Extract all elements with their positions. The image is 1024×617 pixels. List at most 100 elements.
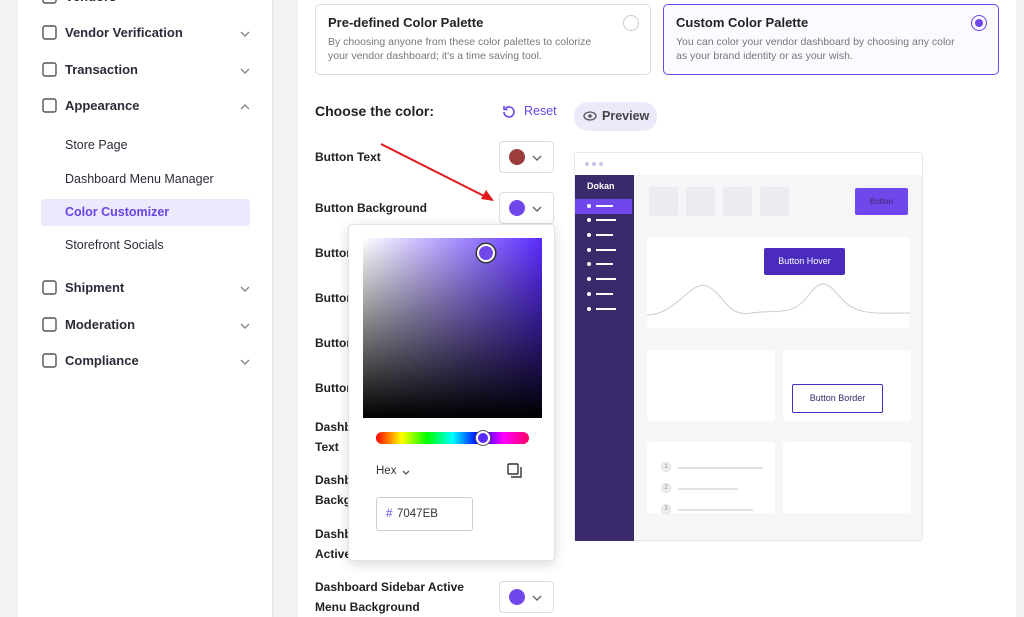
preview-line: [596, 249, 616, 251]
menu-icon: [42, 25, 57, 40]
sidebar: [18, 0, 273, 617]
hex-input[interactable]: #7047EB: [376, 497, 473, 531]
eye-icon: [583, 111, 597, 121]
preview-bullet: [587, 233, 591, 237]
row-label: Button: [315, 381, 354, 395]
radio[interactable]: [623, 15, 639, 31]
preview-stat: [649, 187, 678, 216]
menu-item[interactable]: Moderation: [65, 317, 136, 332]
arrow: [380, 143, 494, 201]
menu-icon: [42, 317, 57, 332]
color-swatch: [509, 589, 525, 605]
preview-line: [678, 467, 763, 469]
color-dropdown[interactable]: [499, 141, 554, 173]
preview-stat: [723, 187, 752, 216]
preview-line: [596, 263, 613, 265]
row-label: Text: [315, 440, 339, 454]
preview-sidebar: [575, 175, 634, 541]
preview-line: [596, 219, 616, 221]
window-dot: [599, 162, 603, 166]
palette-card[interactable]: Pre-defined Color Palette By choosing any…: [315, 4, 651, 75]
preview-card: [783, 442, 911, 513]
radio[interactable]: [971, 15, 987, 31]
preview-line: [596, 308, 616, 310]
radio-dot: [975, 19, 983, 27]
color-heading: Choose the color:: [315, 103, 435, 119]
chevron: [240, 323, 250, 329]
color-dropdown[interactable]: [499, 581, 554, 613]
color-swatch: [509, 200, 525, 216]
preview-line: [596, 293, 613, 295]
preview-button[interactable]: Preview: [574, 102, 657, 131]
menu-icon: [42, 98, 57, 113]
chevron: [240, 68, 250, 74]
preview-label: Preview: [602, 109, 650, 123]
preview-step: 1: [661, 462, 671, 472]
row-label: Dashb: [315, 527, 352, 541]
row-label: Button: [315, 336, 354, 350]
preview-line: [678, 488, 738, 490]
color-picker: Hex #7047EB: [348, 224, 555, 561]
hue-slider[interactable]: [376, 432, 529, 444]
row-label: Button: [315, 246, 354, 260]
row-label: Button: [315, 291, 354, 305]
preview-topbar: [575, 153, 922, 175]
hex-value: 7047EB: [397, 508, 438, 520]
window-dot: [585, 162, 589, 166]
menu-item[interactable]: Transaction: [65, 62, 138, 77]
color-swatch: [509, 149, 525, 165]
format-select[interactable]: Hex: [376, 465, 397, 477]
menu-item[interactable]: Compliance: [65, 353, 139, 368]
menu-item[interactable]: Shipment: [65, 280, 125, 295]
chevron: [402, 470, 410, 475]
palette-description: By choosing anyone from these color pale…: [328, 36, 592, 62]
preview-card: [647, 350, 775, 421]
row-label: Backg: [315, 493, 352, 507]
preview-step: 3: [661, 504, 671, 514]
preview-button-sample: Button: [855, 188, 908, 215]
preview-line: [596, 278, 616, 280]
chevron: [240, 31, 250, 37]
preview-bullet: [587, 292, 591, 296]
preview-stat: [760, 187, 789, 216]
preview-line: [678, 509, 753, 511]
saturation-thumb[interactable]: [477, 244, 495, 262]
row-label: Button Text: [315, 150, 381, 164]
preview-bullet: [587, 307, 591, 311]
preview-hover-button: Button Hover: [764, 248, 845, 275]
palette-card[interactable]: Custom Color Palette You can color your v…: [663, 4, 999, 75]
menu-icon: [42, 353, 57, 368]
preview-bullet: [587, 277, 591, 281]
preview-bullet: [587, 248, 591, 252]
preview-bullet: [587, 262, 591, 266]
menu-item[interactable]: Appearance: [65, 98, 140, 113]
hex-hash: #: [386, 508, 393, 520]
row-label: Button Background: [315, 201, 427, 215]
row-label: Dashboard Sidebar Active: [315, 580, 464, 594]
active-highlight: [41, 199, 250, 226]
chevron: [532, 595, 542, 601]
preview-chart-card: Button Hover: [646, 237, 911, 328]
preview-card: [647, 442, 775, 513]
submenu-item[interactable]: Store Page: [65, 138, 128, 152]
saturation-area[interactable]: [363, 238, 542, 418]
chevron: [532, 155, 542, 161]
submenu-item[interactable]: Dashboard Menu Manager: [65, 172, 214, 186]
chevron: [240, 359, 250, 365]
hue-thumb[interactable]: [476, 431, 490, 445]
menu-item[interactable]: Vendors: [65, 0, 116, 6]
preview-bullet: [587, 204, 591, 208]
submenu-item[interactable]: Storefront Socials: [65, 238, 164, 252]
preview-line: [596, 205, 613, 207]
palette-title: Custom Color Palette: [676, 15, 809, 30]
preview-bullet: [587, 218, 591, 222]
color-dropdown[interactable]: [499, 192, 554, 224]
reset-button[interactable]: Reset: [524, 104, 557, 118]
row-label: Dashb: [315, 473, 352, 487]
preview-brand: Dokan: [587, 181, 615, 191]
palette-title: Pre-defined Color Palette: [328, 15, 484, 30]
submenu-item[interactable]: Color Customizer: [65, 205, 170, 219]
preview-step: 2: [661, 483, 671, 493]
menu-item[interactable]: Vendor Verification: [65, 25, 183, 40]
